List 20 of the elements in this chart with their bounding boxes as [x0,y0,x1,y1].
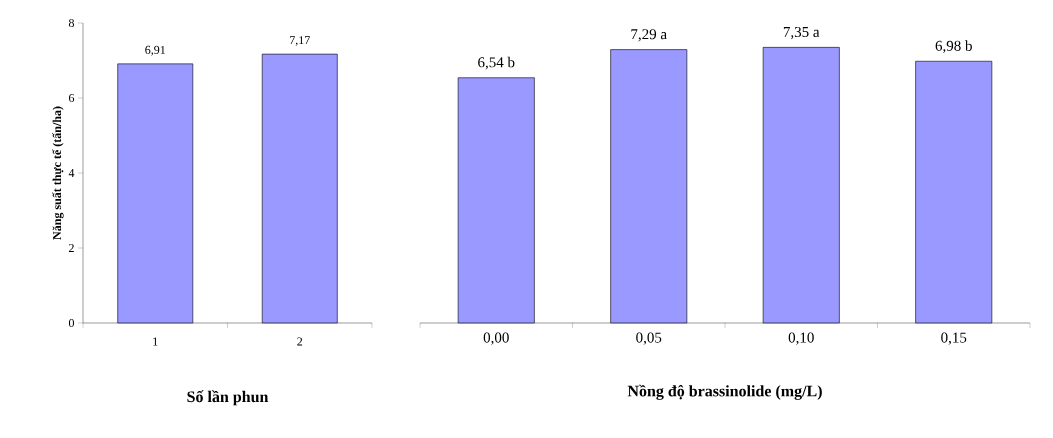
x-axis-title: Nồng độ brassinolide (mg/L) [627,384,822,400]
y-axis-title: Năng suất thực tế (tấn/ha) [52,106,64,240]
x-tick-label: 0,15 [941,332,967,345]
y-tick-label: 2 [69,244,74,252]
data-label: 7,29 a [631,29,667,42]
y-tick-label: 6 [68,93,75,103]
x-tick-label: 1 [153,337,158,346]
y-tick-label: 8 [68,18,75,28]
data-label: 7,35 a [783,26,820,40]
y-tick-label: 4 [68,169,75,177]
x-axis-title: Số lần phun [187,390,269,406]
x-tick-label: 0,10 [788,332,814,345]
y-tick-label: 0 [68,318,75,328]
data-label: 6,91 [145,45,166,56]
data-label: 6,98 b [935,40,972,54]
data-label: 7,17 [290,36,310,46]
x-tick-label: 0,00 [483,332,509,345]
x-tick-label: 0,05 [636,332,662,345]
data-label: 6,54 b [478,56,515,70]
x-tick-label: 2 [297,337,303,346]
